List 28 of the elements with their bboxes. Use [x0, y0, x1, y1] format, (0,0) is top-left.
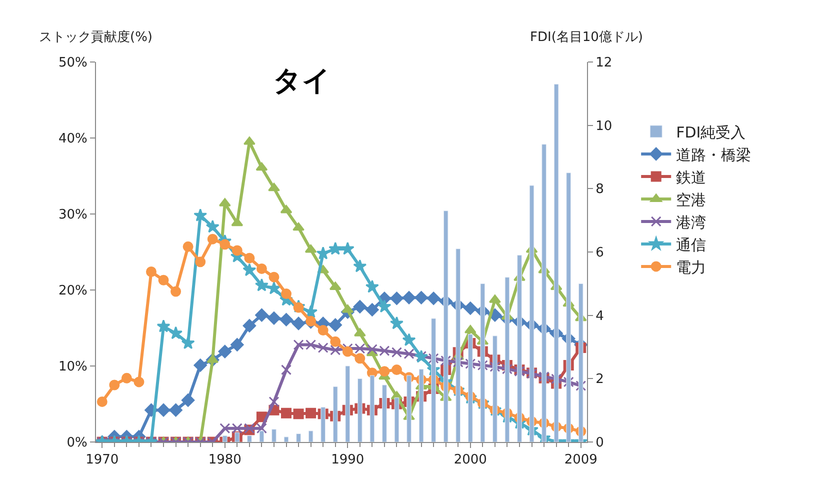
y-tick-label: 50% — [58, 56, 88, 71]
y2-tick-label: 10 — [596, 118, 612, 134]
y-tick-label: 10% — [58, 360, 88, 375]
legend-label: 通信 — [676, 236, 706, 254]
chart-title: タイ — [273, 64, 331, 97]
x-tick-label: 1970 — [86, 452, 119, 468]
y2-tick-label: 4 — [596, 308, 604, 324]
y-tick-label: 0% — [66, 436, 88, 451]
legend-label: 空港 — [676, 190, 706, 209]
x-tick-label: 2000 — [454, 452, 487, 468]
y2-tick-label: 6 — [596, 246, 604, 261]
y2-tick-label: 12 — [596, 56, 612, 71]
legend-label: 電力 — [676, 258, 706, 276]
legend-label: 港湾 — [676, 213, 706, 232]
y-tick-label: 30% — [58, 208, 88, 223]
legend-label: 鉄道 — [676, 168, 706, 186]
legend-label: FDI純受入 — [676, 123, 746, 142]
x-tick-label: 1990 — [331, 452, 364, 468]
x-tick-label: 1980 — [208, 452, 242, 468]
legend-label: 道路・橋梁 — [676, 146, 752, 164]
y-axis-title: ストック貢献度(%) — [39, 29, 152, 45]
y2-axis-title: FDI(名目10億ドル) — [530, 30, 644, 45]
y-tick-label: 20% — [58, 284, 88, 299]
x-tick-label: 2009 — [564, 452, 598, 468]
y-tick-label: 40% — [58, 132, 88, 147]
y2-tick-label: 0 — [596, 436, 604, 451]
y2-tick-label: 2 — [596, 372, 604, 388]
y2-tick-label: 8 — [596, 182, 604, 198]
